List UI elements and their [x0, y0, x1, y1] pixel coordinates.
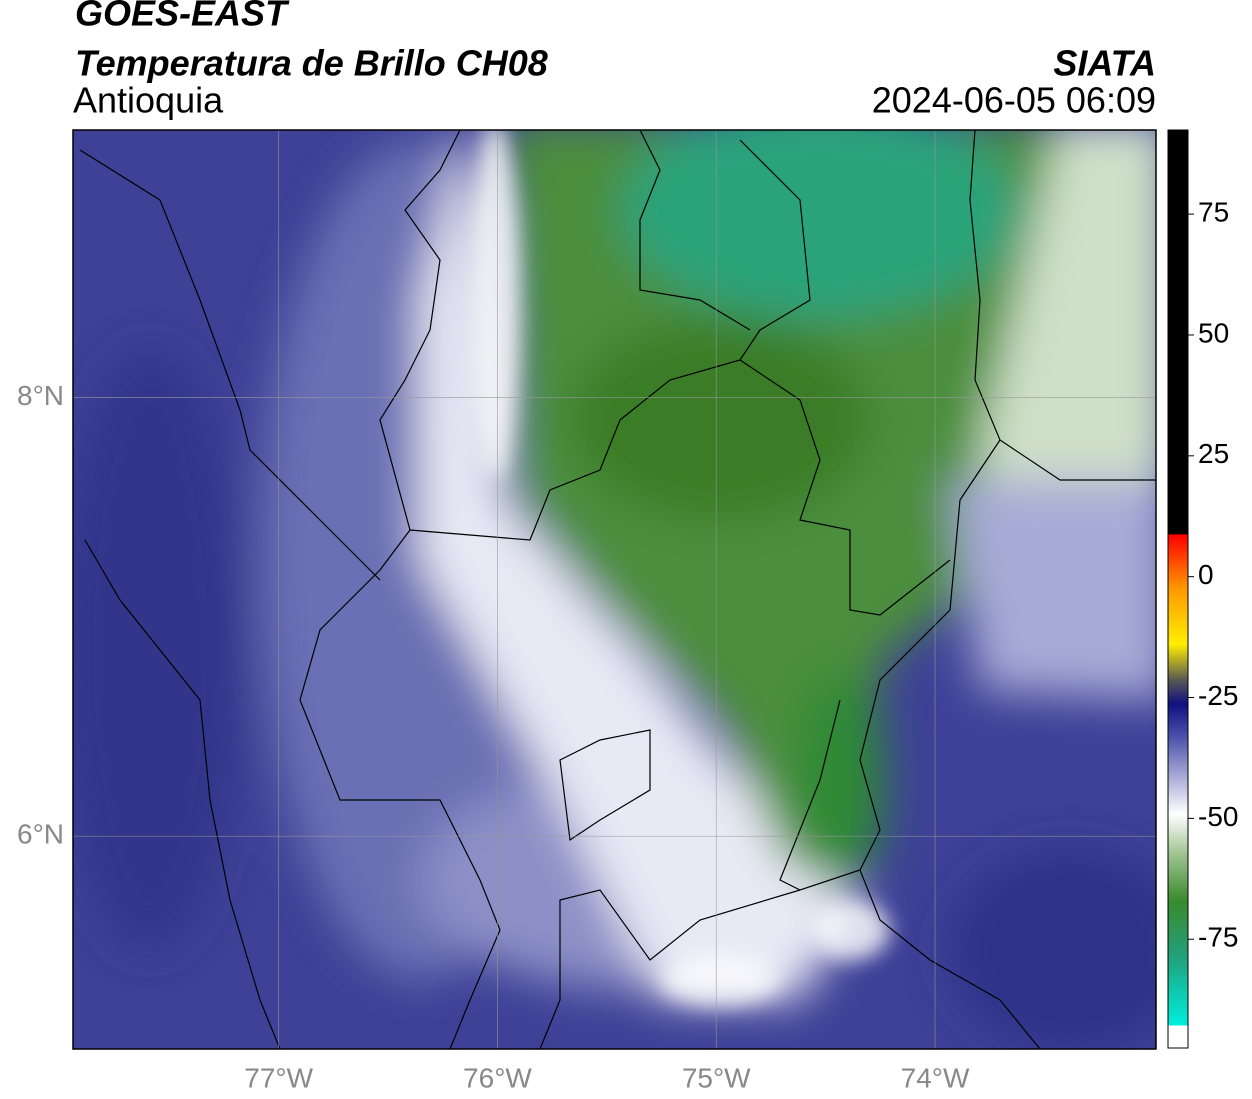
lat-tick-label: 8°N [17, 380, 64, 411]
satellite-image [73, 130, 1156, 1049]
colorbar-tick-label: 0 [1198, 559, 1214, 590]
colorbar-tick-label: 50 [1198, 317, 1229, 348]
timestamp: 2024-06-05 06:09 [872, 80, 1156, 121]
region: Antioquia [73, 80, 224, 121]
colorbar-tick-label: -50 [1198, 801, 1238, 832]
colorbar-tick-label: -25 [1198, 680, 1238, 711]
lon-tick-label: 76°W [463, 1062, 532, 1093]
title: GOES-EAST [75, 0, 290, 34]
subtitle: Temperatura de Brillo CH08 [75, 43, 548, 84]
lat-tick-label: 6°N [17, 819, 64, 850]
map-frame [72, 129, 1157, 1050]
lon-tick-label: 75°W [682, 1062, 751, 1093]
colorbar [1167, 129, 1189, 1049]
colorbar-tick-label: -75 [1198, 922, 1238, 953]
lon-tick-label: 77°W [244, 1062, 313, 1093]
lon-tick-label: 74°W [901, 1062, 970, 1093]
colorbar-tick-label: 75 [1198, 197, 1229, 228]
borders [79, 130, 1156, 1049]
source: SIATA [1053, 43, 1156, 84]
colorbar-tick-label: 25 [1198, 438, 1229, 469]
